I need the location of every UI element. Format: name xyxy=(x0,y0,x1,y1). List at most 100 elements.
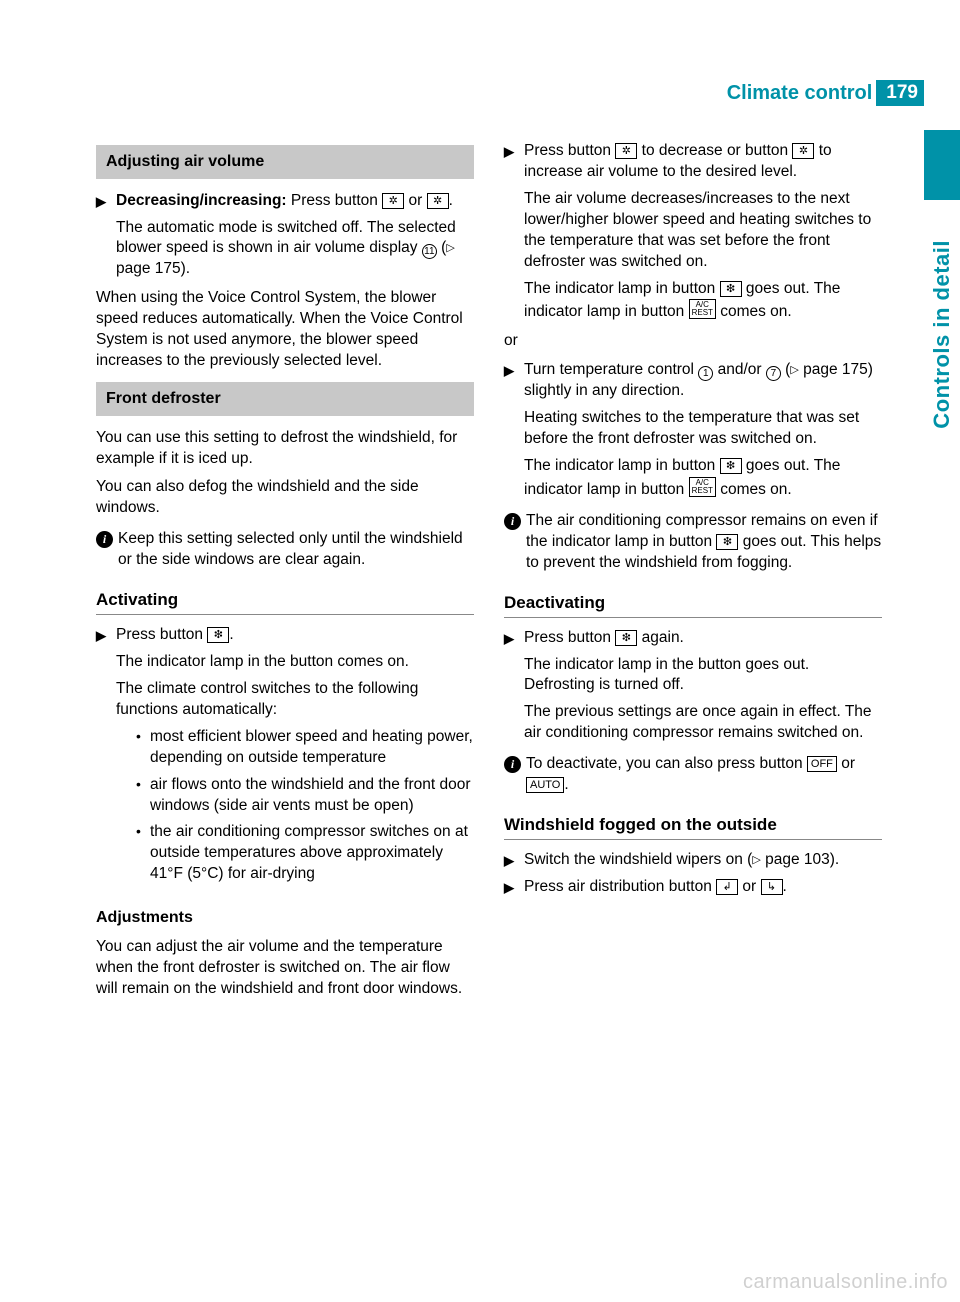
right-column: ▶ Press button ✲ to decrease or button ✲… xyxy=(504,135,882,1008)
header-title: Climate control xyxy=(727,82,873,105)
step-air-distribution: ▶ Press air distribution button ↲ or ↳. xyxy=(504,877,882,898)
text: ( xyxy=(437,239,446,256)
text: The air volume decreases/increases to th… xyxy=(524,189,882,273)
step-decrease-increase: ▶ Decreasing/increasing: Press button ✲ … xyxy=(96,191,474,281)
step-marker-icon: ▶ xyxy=(96,191,116,281)
text: page 175). xyxy=(116,260,190,277)
step-marker-icon: ▶ xyxy=(504,141,524,323)
list-item: most efficient blower speed and heating … xyxy=(136,727,474,769)
ac-rest-button-icon: A/CREST xyxy=(689,299,716,319)
text: Press button xyxy=(524,629,615,646)
text: The indicator lamp in the button comes o… xyxy=(116,652,474,673)
page-ref-icon: ▷ xyxy=(790,364,798,376)
auto-functions-list: most efficient blower speed and heating … xyxy=(136,727,474,885)
step-activate: ▶ Press button ❇. The indicator lamp in … xyxy=(96,625,474,891)
text: Press button xyxy=(116,626,207,643)
text: The indicator lamp in button xyxy=(524,280,720,297)
info-icon: i xyxy=(96,529,118,571)
subhead-adjustments: Adjustments xyxy=(96,907,474,929)
text: The indicator lamp in button xyxy=(524,457,720,474)
step-turn-temp-control: ▶ Turn temperature control 1 and/or 7 (▷… xyxy=(504,360,882,501)
step-press-decrease-increase: ▶ Press button ✲ to decrease or button ✲… xyxy=(504,141,882,323)
step-marker-icon: ▶ xyxy=(504,850,524,871)
para-voice-control: When using the Voice Control System, the… xyxy=(96,288,474,372)
off-button-icon: OFF xyxy=(807,756,837,772)
step-wipers-on: ▶ Switch the windshield wipers on (▷ pag… xyxy=(504,850,882,871)
text: . xyxy=(229,626,233,643)
text: . xyxy=(449,192,453,209)
para-adjustments: You can adjust the air volume and the te… xyxy=(96,937,474,1000)
step-marker-icon: ▶ xyxy=(96,625,116,891)
section-front-defroster: Front defroster xyxy=(96,382,474,416)
page-number: 179 xyxy=(876,80,924,106)
step-deactivate: ▶ Press button ❇ again. The indicator la… xyxy=(504,628,882,745)
info-icon: i xyxy=(504,754,526,796)
fan-minus-button-icon: ✲ xyxy=(382,193,404,209)
step-marker-icon: ▶ xyxy=(504,877,524,898)
step-marker-icon: ▶ xyxy=(504,360,524,501)
text: page 103). xyxy=(761,851,839,868)
info-icon: i xyxy=(504,511,526,574)
defrost-button-icon: ❇ xyxy=(720,281,742,297)
fan-plus-button-icon: ✲ xyxy=(427,193,449,209)
list-item: air flows onto the windshield and the fr… xyxy=(136,775,474,817)
temp-control-1-icon: 1 xyxy=(698,366,713,381)
text: ( xyxy=(781,361,790,378)
text: or xyxy=(837,755,855,772)
section-adjusting-air-volume: Adjusting air volume xyxy=(96,145,474,179)
info-note-3: i To deactivate, you can also press butt… xyxy=(504,754,882,796)
text: Press button xyxy=(524,142,615,159)
list-item: the air conditioning compressor switches… xyxy=(136,822,474,885)
text: The automatic mode is switched off. The … xyxy=(116,219,456,257)
watermark: carmanualsonline.info xyxy=(743,1271,948,1294)
text: Press air distribution button xyxy=(524,878,716,895)
info-note-1: i Keep this setting selected only until … xyxy=(96,529,474,571)
subhead-activating: Activating xyxy=(96,589,474,615)
fan-plus-button-icon: ✲ xyxy=(792,143,814,159)
text: again. xyxy=(637,629,684,646)
text: and/or xyxy=(713,361,766,378)
defrost-button-icon: ❇ xyxy=(615,630,637,646)
info-text: Keep this setting selected only until th… xyxy=(118,529,474,571)
para-defrost-1: You can use this setting to defrost the … xyxy=(96,428,474,470)
ac-rest-button-icon: A/CREST xyxy=(689,477,716,497)
subhead-deactivating: Deactivating xyxy=(504,592,882,618)
text: comes on. xyxy=(716,481,792,498)
text: Heating switches to the temperature that… xyxy=(524,408,882,450)
para-defrost-2: You can also defog the windshield and th… xyxy=(96,477,474,519)
defrost-button-icon: ❇ xyxy=(207,627,229,643)
step-marker-icon: ▶ xyxy=(504,628,524,745)
text: Press button xyxy=(287,192,383,209)
text: To deactivate, you can also press button xyxy=(526,755,807,772)
text: . xyxy=(564,776,568,793)
text: . xyxy=(783,878,787,895)
air-dist-b-button-icon: ↳ xyxy=(761,879,783,895)
subhead-fogged-outside: Windshield fogged on the outside xyxy=(504,814,882,840)
air-dist-a-button-icon: ↲ xyxy=(716,879,738,895)
text: The climate control switches to the foll… xyxy=(116,679,474,721)
text: The previous settings are once again in … xyxy=(524,702,882,744)
text: Switch the windshield wipers on ( xyxy=(524,851,752,868)
page-ref-icon: ▷ xyxy=(752,854,760,866)
side-tab-accent xyxy=(924,130,960,200)
temp-control-7-icon: 7 xyxy=(766,366,781,381)
defrost-button-icon: ❇ xyxy=(716,534,738,550)
text: or xyxy=(404,192,426,209)
page-header: Climate control 179 xyxy=(727,80,924,106)
left-column: Adjusting air volume ▶ Decreasing/increa… xyxy=(96,135,474,1008)
text: to decrease or button xyxy=(637,142,792,159)
info-note-2: i The air conditioning compressor remain… xyxy=(504,511,882,574)
side-tab-label: Controls in detail xyxy=(924,230,960,439)
defrost-button-icon: ❇ xyxy=(720,458,742,474)
content-area: Adjusting air volume ▶ Decreasing/increa… xyxy=(96,135,886,1008)
or-text: or xyxy=(504,331,882,352)
step-lead: Decreasing/increasing: xyxy=(116,192,287,209)
page-ref-icon: ▷ xyxy=(446,242,454,254)
auto-button-icon: AUTO xyxy=(526,777,564,793)
text: The indicator lamp in the button goes ou… xyxy=(524,655,882,697)
text: or xyxy=(738,878,760,895)
fan-minus-button-icon: ✲ xyxy=(615,143,637,159)
air-volume-ref-icon: 11 xyxy=(422,244,437,259)
text: comes on. xyxy=(716,303,792,320)
text: Turn temperature control xyxy=(524,361,698,378)
